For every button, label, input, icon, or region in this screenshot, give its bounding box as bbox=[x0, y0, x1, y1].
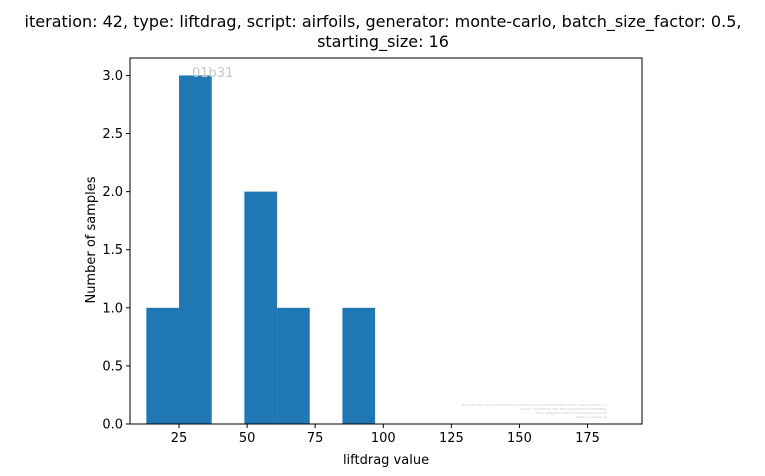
watermark-label: 01b31 bbox=[192, 66, 233, 81]
y-axis-ticks: 0.0 0.5 1.0 1.5 2.0 2.5 3.0 bbox=[102, 69, 130, 433]
histogram-bar bbox=[244, 191, 278, 424]
y-tick-label: 1.0 bbox=[102, 301, 123, 316]
x-tick-label: 175 bbox=[575, 431, 600, 446]
x-tick-label: 125 bbox=[439, 431, 464, 446]
footnote-line-4: Instance: ml-batc-16 bbox=[576, 415, 607, 419]
footnote-line-3: Repo: git@github.com:tiv/il-tpc/toml-nn-… bbox=[536, 411, 608, 415]
footnote-line-1: By Sorell Olsen tpt 0.9756 director v-So… bbox=[462, 403, 608, 407]
x-axis-label: liftdrag value bbox=[343, 453, 429, 468]
footnote-line-2: Commit: 2b51475e3c7f71 5b5e1a9b5e7b3fb 9… bbox=[519, 407, 607, 411]
x-tick-label: 25 bbox=[171, 431, 188, 446]
histogram-bar bbox=[146, 307, 180, 424]
y-tick-label: 1.5 bbox=[102, 243, 123, 258]
x-axis-ticks: 25 50 75 100 125 150 175 bbox=[171, 424, 600, 446]
x-tick-label: 50 bbox=[239, 431, 256, 446]
y-tick-label: 2.0 bbox=[102, 185, 123, 200]
x-tick-label: 150 bbox=[507, 431, 532, 446]
chart-title-line-1: iteration: 42, type: liftdrag, script: a… bbox=[25, 12, 742, 32]
y-axis-label: Number of samples bbox=[84, 176, 99, 303]
chart-title-line-2: starting_size: 16 bbox=[317, 32, 449, 52]
y-tick-label: 2.5 bbox=[102, 127, 123, 142]
y-tick-label: 3.0 bbox=[102, 69, 123, 84]
x-tick-label: 100 bbox=[371, 431, 396, 446]
y-tick-label: 0.0 bbox=[102, 418, 123, 433]
histogram-bars bbox=[146, 75, 376, 424]
x-tick-label: 75 bbox=[307, 431, 324, 446]
footnote-block: By Sorell Olsen tpt 0.9756 director v-So… bbox=[462, 403, 608, 419]
histogram-bar bbox=[277, 307, 310, 424]
y-tick-label: 0.5 bbox=[102, 359, 123, 374]
histogram-bar bbox=[179, 75, 212, 424]
histogram-bar bbox=[342, 307, 376, 424]
plot-frame bbox=[129, 57, 643, 425]
